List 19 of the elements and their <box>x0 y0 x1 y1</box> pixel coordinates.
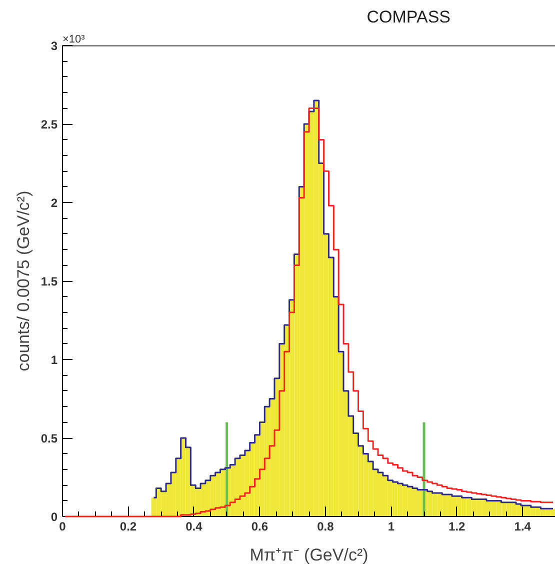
x-tick-label: 0.4 <box>186 520 203 534</box>
text: ×10³ <box>62 34 86 46</box>
y-tick-label: 1 <box>50 353 58 367</box>
x-tick-label: 1.2 <box>448 520 466 534</box>
x-tick-label: 0.6 <box>251 520 268 534</box>
x-tick-label: 1.4 <box>514 520 532 534</box>
x-tick-label: 0.8 <box>317 520 334 534</box>
y-axis-title: counts/ 0.0075 (GeV/c²) <box>14 190 33 372</box>
x-tick-label: 0 <box>59 520 66 534</box>
y-tick-label: 2 <box>50 196 58 210</box>
y-tick-label: 2.5 <box>40 118 58 132</box>
x-tick-label: 0.2 <box>120 520 137 534</box>
chart-title: COMPASS <box>366 8 451 26</box>
y-tick-label: 3 <box>50 39 58 53</box>
y-tick-label: 0 <box>50 510 58 524</box>
y-tick-label: 1.5 <box>40 274 58 288</box>
x-axis-title: Mπ⁺π⁻ (GeV/c²) <box>250 546 368 564</box>
y-tick-label: 0.5 <box>40 432 58 446</box>
x-tick-label: 1 <box>388 520 395 534</box>
